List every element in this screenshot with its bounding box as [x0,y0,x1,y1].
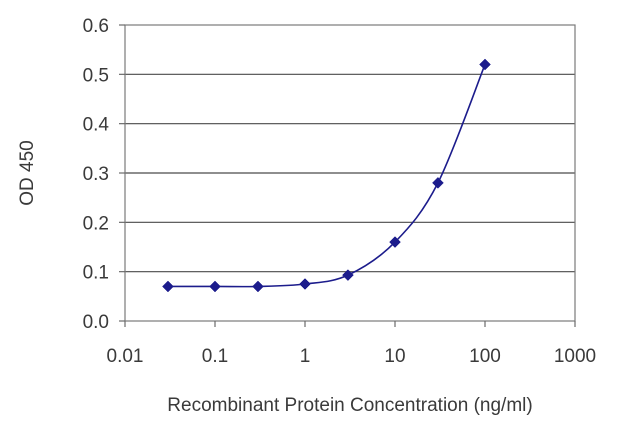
data-point [252,280,264,293]
data-point [299,278,311,290]
y-tick-label: 0.4 [83,115,110,136]
data-point [162,280,174,293]
data-point [209,280,221,293]
x-tick-label: 0.01 [107,346,144,367]
y-tick-label: 0.2 [83,213,109,234]
x-tick-label: 0.1 [202,346,228,367]
y-tick-label: 0.0 [83,312,109,333]
y-tick-label: 0.5 [83,65,109,86]
x-tick-label: 100 [469,346,501,367]
y-tick-label: 0.6 [83,16,109,37]
data-point [389,236,401,248]
tick-labels: 0.0 0.1 0.2 0.3 0.4 0.5 0.6 0.01 0.1 1 10 100 1000 [83,16,597,367]
x-tick-label: 10 [384,346,405,367]
y-axis-label: OD 450 [17,140,38,205]
y-tick-label: 0.1 [83,263,109,284]
x-axis-label: Recombinant Protein Concentration (ng/ml… [167,395,532,416]
x-tick-label: 1 [300,346,311,367]
data-point [342,269,354,281]
axes [119,24,576,327]
x-tick-label: 1000 [554,346,596,367]
gridlines [125,73,575,273]
series [162,58,491,293]
data-point [432,177,444,189]
y-tick-label: 0.3 [83,164,109,185]
series-line [167,64,486,288]
data-point [479,58,491,71]
